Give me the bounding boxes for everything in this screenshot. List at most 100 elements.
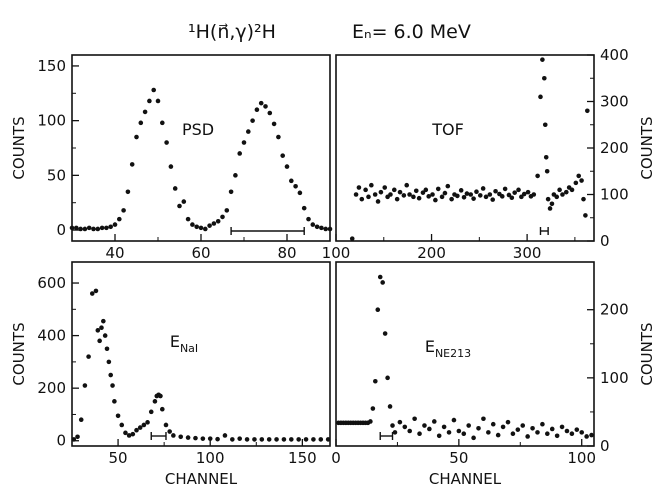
data-point: [363, 187, 368, 193]
data-point: [451, 417, 457, 423]
plot-frame: [71, 261, 331, 447]
data-point: [402, 424, 408, 430]
data-point: [531, 192, 537, 197]
data-point: [215, 219, 221, 224]
data-point: [401, 193, 407, 198]
data-point: [147, 98, 152, 104]
data-point: [141, 422, 147, 428]
data-point: [441, 424, 447, 430]
data-point: [375, 307, 381, 313]
data-point: [461, 431, 467, 437]
data-point: [392, 430, 398, 435]
y-tick-label: 100: [600, 186, 629, 204]
data-point: [397, 419, 403, 425]
x-tick-label: 100: [196, 449, 225, 467]
data-point: [271, 121, 277, 127]
data-point: [155, 98, 161, 104]
data-point: [252, 437, 257, 442]
chart-panel-enai: 50 100 150 0 200 400 600 COUNTS CHANNEL ENaI: [10, 261, 331, 488]
data-point: [102, 333, 108, 338]
data-point: [495, 432, 501, 438]
data-point: [420, 190, 426, 195]
data-point: [160, 120, 165, 126]
data-point: [468, 192, 474, 197]
data-point: [95, 328, 101, 333]
data-point: [123, 430, 128, 436]
gate-marker: [230, 227, 305, 235]
data-point: [545, 196, 551, 202]
data-point: [540, 421, 545, 427]
data-point: [554, 194, 560, 200]
data-point: [91, 226, 96, 232]
data-point: [99, 325, 104, 331]
data-point: [377, 274, 383, 280]
data-point: [477, 193, 483, 198]
y-tick-label: 600: [37, 274, 66, 292]
data-point: [301, 205, 307, 211]
data-point: [585, 108, 590, 114]
data-point: [228, 189, 234, 195]
plot-frame: [71, 54, 331, 242]
data-point: [276, 134, 281, 140]
data-point: [289, 437, 294, 442]
panel-label: ENaI: [170, 332, 198, 355]
data-point: [481, 416, 486, 422]
data-point: [525, 189, 531, 195]
data-point: [439, 194, 445, 200]
data-point: [390, 423, 395, 428]
data-point: [368, 419, 373, 424]
data-point: [579, 430, 585, 435]
data-point: [387, 404, 393, 409]
gate-marker: [379, 432, 394, 440]
data-point: [181, 199, 187, 204]
data-point: [581, 196, 586, 202]
data-point: [535, 173, 540, 179]
data-point: [185, 435, 191, 440]
y-tick-label: 200: [600, 139, 629, 157]
data-point: [110, 383, 115, 388]
data-point: [82, 226, 88, 232]
data-point: [430, 192, 435, 197]
data-point: [106, 359, 112, 365]
data-point: [303, 437, 309, 442]
plot-frame: [335, 261, 595, 447]
data-point: [589, 432, 594, 438]
data-point: [407, 428, 413, 434]
chart-panel-tof: 100 200 300 0 100 200 300 400 COUNTS TOF: [322, 46, 656, 262]
data-point: [138, 120, 144, 126]
data-point: [538, 94, 543, 100]
data-point: [267, 110, 273, 116]
data-point: [446, 430, 452, 435]
data-point: [563, 189, 569, 195]
x-axis-label: CHANNEL: [165, 470, 238, 488]
x-tick-label: 100: [567, 449, 596, 467]
data-point: [544, 168, 550, 174]
data-point: [289, 178, 294, 184]
chart-panel-psd: 40 60 80 0 50 100 150 COUNTS PSD: [10, 54, 333, 262]
data-point: [200, 436, 206, 441]
data-point: [89, 291, 95, 296]
data-point: [211, 221, 217, 226]
data-point: [449, 196, 454, 202]
y-tick-label: 0: [56, 432, 66, 450]
figure-title-reaction: ¹H(n⃗,γ)²H: [188, 21, 276, 43]
data-point: [535, 430, 540, 435]
data-point: [584, 434, 589, 439]
data-point: [359, 196, 365, 202]
y-axis-label: COUNTS: [10, 322, 28, 385]
data-point: [244, 437, 250, 442]
data-point: [423, 187, 429, 193]
data-point: [369, 182, 374, 188]
data-point: [509, 195, 515, 201]
data-point: [372, 192, 378, 197]
data-point: [101, 318, 106, 324]
data-point: [311, 437, 316, 442]
data-point: [168, 164, 174, 169]
x-tick-label: 40: [105, 244, 124, 262]
x-tick-label: 60: [191, 244, 210, 262]
data-point: [549, 201, 555, 207]
data-point: [158, 393, 163, 399]
data-point: [134, 134, 139, 140]
data-point: [433, 197, 438, 203]
data-point: [500, 424, 506, 430]
